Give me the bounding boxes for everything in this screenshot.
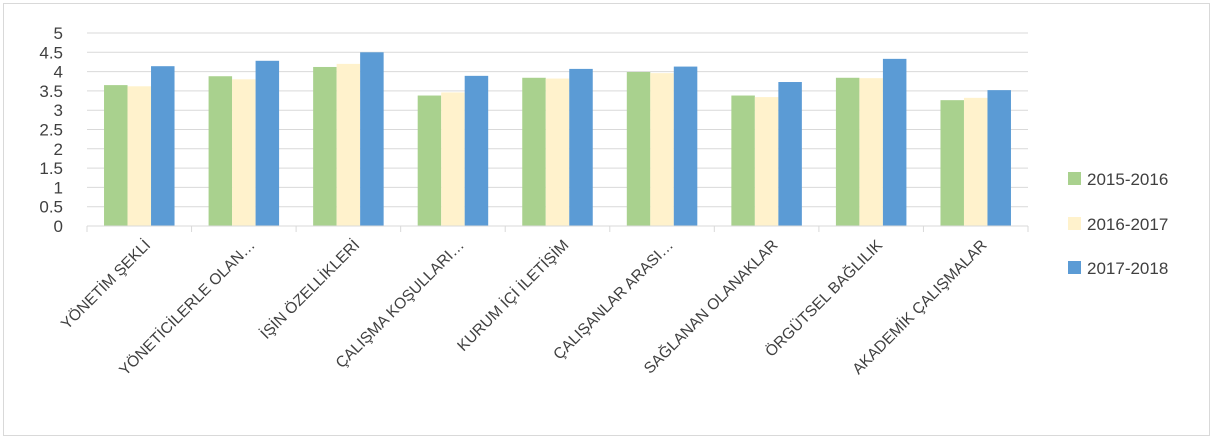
bar-2017-2018 (882, 58, 907, 226)
bar-2015-2016 (626, 71, 651, 227)
bar-2016-2017 (754, 97, 779, 227)
bar-2015-2016 (835, 77, 860, 226)
bar-2017-2018 (987, 90, 1011, 227)
x-tick-label: ÖRGÜTSEL BAĞLILIK (762, 236, 887, 361)
y-tick-label: 0 (54, 217, 63, 236)
bar-2016-2017 (859, 78, 883, 226)
bar-2016-2017 (232, 79, 256, 226)
y-tick-label: 2 (54, 140, 63, 159)
bar-2016-2017 (441, 92, 465, 226)
bar-2017-2018 (255, 60, 280, 227)
bar-2015-2016 (104, 85, 128, 226)
bar-2015-2016 (940, 100, 964, 226)
bar-2015-2016 (313, 66, 337, 226)
bar-2015-2016 (731, 95, 755, 226)
bar-2016-2017 (650, 73, 674, 226)
y-tick-label: 5 (54, 24, 63, 43)
bar-2017-2018 (151, 66, 175, 226)
bar-2015-2016 (522, 77, 546, 226)
bar-2017-2018 (778, 82, 802, 226)
y-tick-label: 4.5 (39, 43, 63, 62)
y-tick-label: 3 (54, 101, 63, 120)
bar-2017-2018 (464, 75, 489, 226)
legend-swatch (1068, 261, 1081, 274)
legend-label: 2016-2017 (1087, 215, 1168, 234)
bar-2016-2017 (545, 78, 570, 226)
y-tick-label: 4 (54, 63, 63, 82)
y-tick-label: 1.5 (39, 159, 63, 178)
x-tick-label: ÇALIŞANLAR ARASI… (550, 237, 677, 364)
bar-2016-2017 (127, 86, 152, 226)
legend: 2015-2016 2016-2017 2017-2018 (1068, 170, 1168, 278)
y-tick-label: 0.5 (39, 198, 63, 217)
bar-2017-2018 (673, 66, 698, 226)
y-tick-label: 2.5 (39, 121, 63, 140)
legend-swatch (1068, 172, 1081, 185)
x-tick-label: İŞİN ÖZELLİKLERİ (257, 236, 364, 343)
x-tick-label: KURUM İÇİ İLETİŞİM (454, 236, 573, 355)
legend-label: 2015-2016 (1087, 170, 1168, 189)
bar-2017-2018 (569, 68, 593, 226)
y-axis: 00.511.522.533.544.55 (39, 24, 63, 236)
bar-2015-2016 (208, 76, 233, 227)
y-tick-label: 3.5 (39, 82, 63, 101)
legend-label: 2017-2018 (1087, 259, 1168, 278)
bar-2017-2018 (360, 52, 384, 226)
legend-swatch (1068, 217, 1081, 230)
bar-2016-2017 (336, 63, 361, 226)
bar-2015-2016 (417, 95, 442, 226)
y-tick-label: 1 (54, 178, 63, 197)
bar-2016-2017 (963, 97, 988, 227)
x-tick-label: YÖNETİM ŞEKLİ (57, 236, 154, 333)
bars (104, 52, 1011, 227)
